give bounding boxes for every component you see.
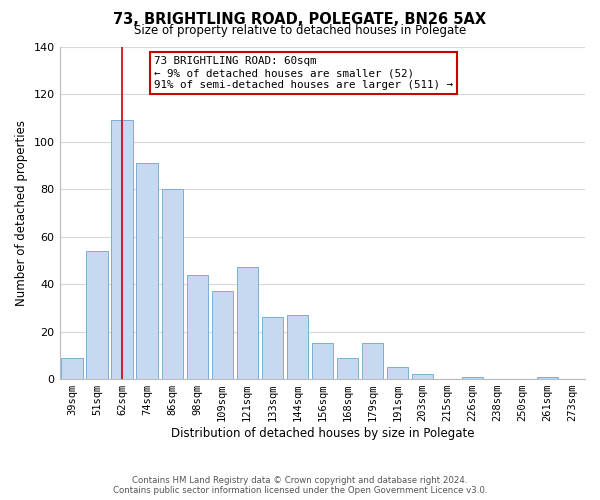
Bar — [362, 344, 383, 379]
Bar — [287, 315, 308, 379]
Bar — [112, 120, 133, 379]
Bar — [86, 251, 108, 379]
Text: 73, BRIGHTLING ROAD, POLEGATE, BN26 5AX: 73, BRIGHTLING ROAD, POLEGATE, BN26 5AX — [113, 12, 487, 28]
Bar — [136, 163, 158, 379]
Bar — [236, 268, 258, 379]
Bar — [311, 344, 333, 379]
Bar — [462, 376, 483, 379]
Bar — [61, 358, 83, 379]
Bar — [262, 318, 283, 379]
Bar — [161, 189, 183, 379]
Bar — [337, 358, 358, 379]
Text: 73 BRIGHTLING ROAD: 60sqm
← 9% of detached houses are smaller (52)
91% of semi-d: 73 BRIGHTLING ROAD: 60sqm ← 9% of detach… — [154, 56, 453, 90]
Bar — [187, 274, 208, 379]
Bar — [537, 376, 558, 379]
Bar — [212, 291, 233, 379]
Text: Size of property relative to detached houses in Polegate: Size of property relative to detached ho… — [134, 24, 466, 37]
Text: Contains HM Land Registry data © Crown copyright and database right 2024.
Contai: Contains HM Land Registry data © Crown c… — [113, 476, 487, 495]
Bar — [412, 374, 433, 379]
X-axis label: Distribution of detached houses by size in Polegate: Distribution of detached houses by size … — [170, 427, 474, 440]
Y-axis label: Number of detached properties: Number of detached properties — [15, 120, 28, 306]
Bar — [387, 367, 408, 379]
